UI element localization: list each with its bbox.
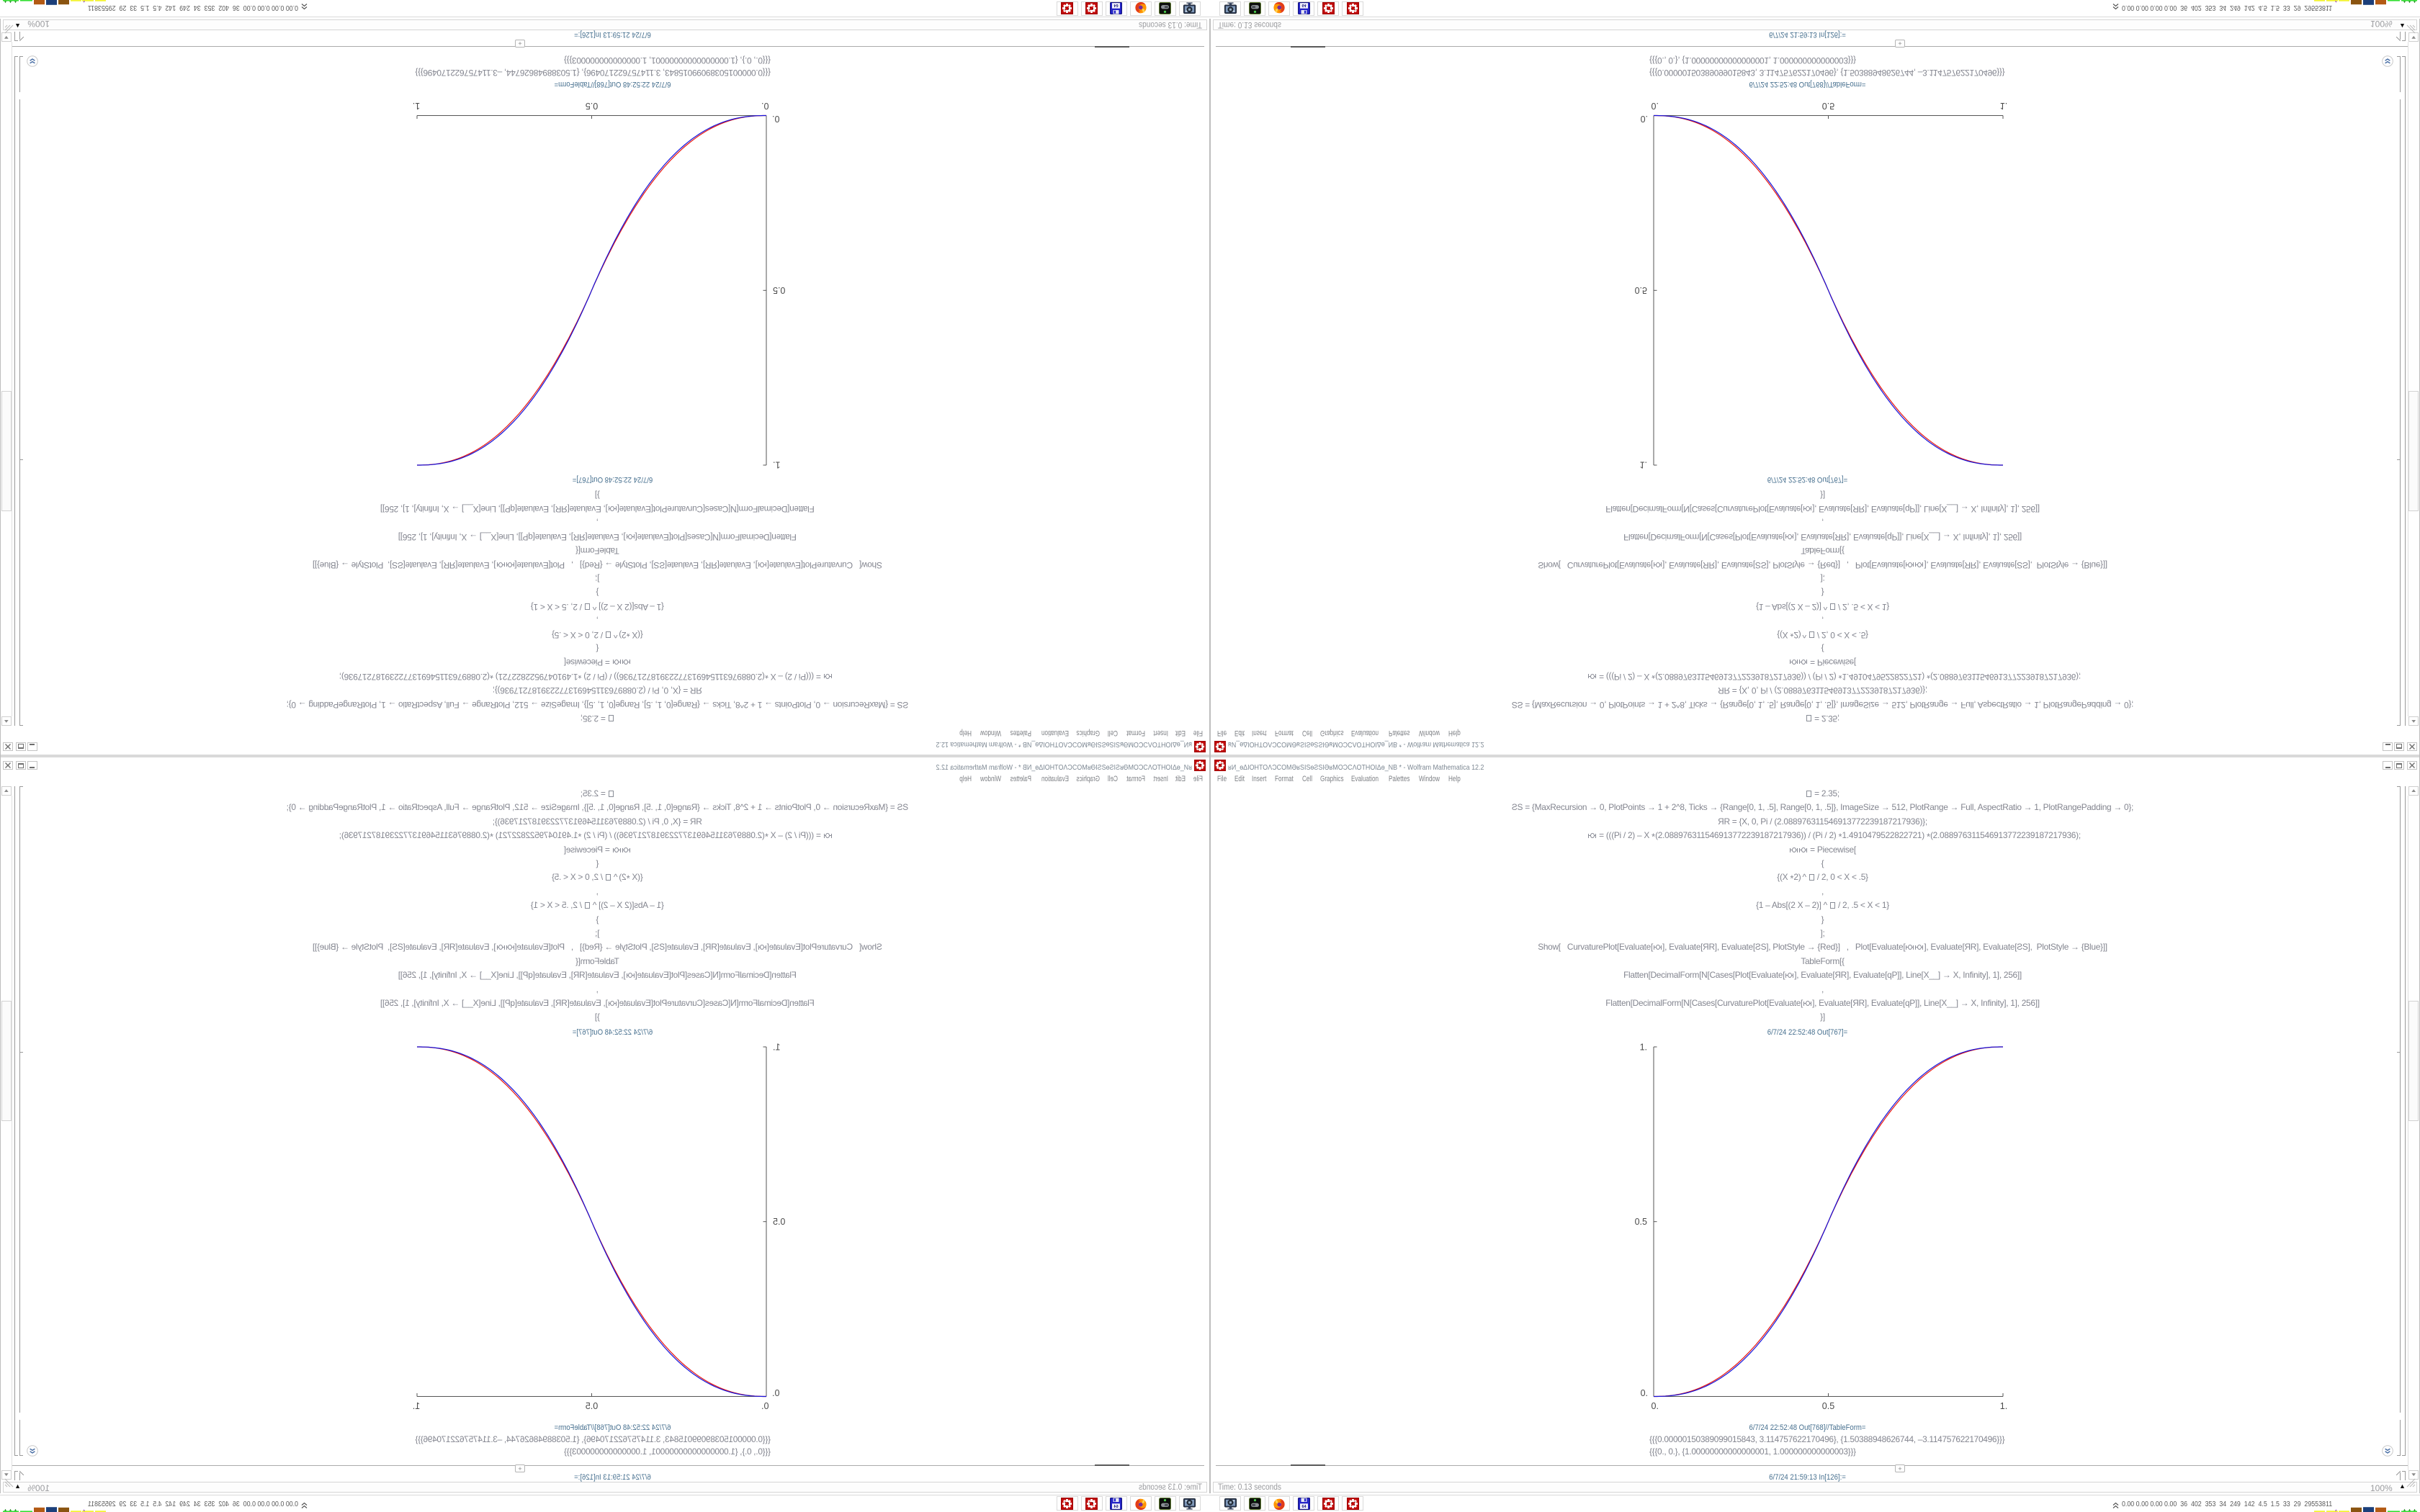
- svg-text:0.: 0.: [1641, 1388, 1648, 1398]
- svg-text:1.: 1.: [1640, 1043, 1647, 1053]
- svg-text:1.: 1.: [413, 101, 420, 111]
- svg-text:0.5: 0.5: [1635, 1217, 1647, 1227]
- svg-text:64: 64: [1301, 3, 1307, 7]
- svg-text:0.5: 0.5: [773, 1217, 785, 1227]
- svg-text:64: 64: [1113, 3, 1119, 7]
- svg-text:0.: 0.: [1652, 1401, 1659, 1411]
- svg-text:0.: 0.: [772, 1388, 779, 1398]
- svg-text:1.: 1.: [773, 460, 780, 470]
- svg-text:0.5: 0.5: [773, 285, 785, 295]
- svg-text:0.5: 0.5: [586, 101, 598, 111]
- svg-text:0.: 0.: [1641, 114, 1648, 124]
- svg-text:0.: 0.: [1652, 101, 1659, 111]
- svg-text:64: 64: [1301, 1505, 1307, 1509]
- svg-text:1.: 1.: [773, 1043, 780, 1053]
- svg-text:1.: 1.: [2000, 1401, 2007, 1411]
- svg-text:0.5: 0.5: [586, 1401, 598, 1411]
- svg-text:1.: 1.: [2000, 101, 2007, 111]
- svg-text:1.: 1.: [413, 1401, 420, 1411]
- svg-text:0.5: 0.5: [1635, 285, 1647, 295]
- svg-text:0.: 0.: [772, 114, 779, 124]
- svg-text:1.: 1.: [1640, 460, 1647, 470]
- svg-text:0.5: 0.5: [1822, 1401, 1834, 1411]
- svg-text:0.5: 0.5: [1822, 101, 1834, 111]
- svg-text:0.: 0.: [761, 1401, 768, 1411]
- svg-text:0.: 0.: [761, 101, 768, 111]
- svg-text:64: 64: [1113, 1505, 1119, 1509]
